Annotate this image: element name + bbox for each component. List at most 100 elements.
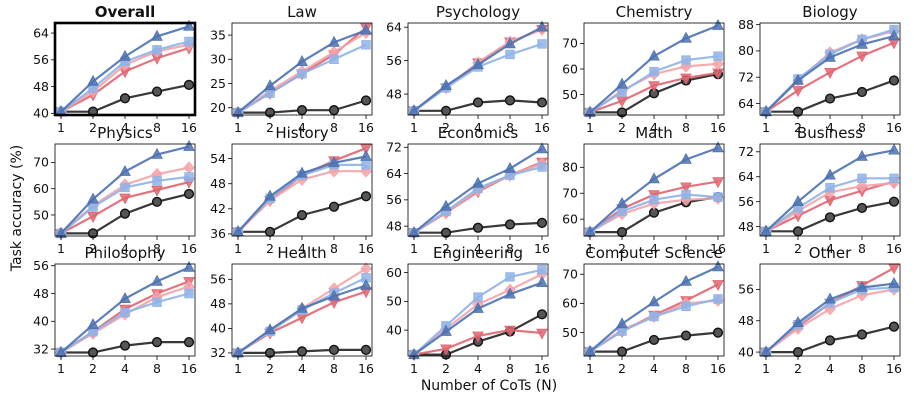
y-tick-label-overall-3: 64 — [33, 25, 49, 40]
x-tick-label-engineering-4: 16 — [534, 361, 550, 376]
y-tick-label-physics-1: 60 — [33, 181, 49, 196]
data-point-overall-4-2 — [119, 93, 131, 104]
data-point-psychology-0-4 — [536, 20, 548, 32]
data-point-history-0-1 — [264, 189, 276, 201]
y-tick-label-history-0: 36 — [210, 226, 226, 241]
data-point-chemistry-3-3 — [680, 73, 692, 85]
data-point-physics-1-2 — [120, 182, 130, 193]
data-point-math-0-1 — [616, 196, 628, 208]
panel-title-business: Business — [797, 124, 863, 142]
data-point-philosophy-0-1 — [87, 318, 99, 330]
x-tick-label-overall-0: 1 — [57, 120, 65, 135]
data-point-law-1-4 — [361, 40, 371, 50]
data-point-chemistry-3-1 — [616, 96, 628, 108]
data-point-computer-science-1-4 — [713, 294, 723, 304]
data-point-computer-science-1-2 — [649, 311, 659, 322]
y-tick-label-health-0: 32 — [210, 345, 226, 360]
x-tick-label-psychology-1: 2 — [442, 120, 450, 135]
data-point-other-0-1 — [792, 316, 804, 328]
y-tick-label-chemistry-1: 60 — [562, 61, 578, 76]
x-tick-label-physics-1: 2 — [89, 241, 97, 256]
data-point-math-0-4 — [712, 141, 724, 153]
x-tick-label-math-3: 8 — [682, 241, 690, 256]
y-tick-label-chemistry-2: 70 — [562, 36, 578, 51]
data-point-philosophy-4-4 — [183, 337, 195, 348]
plot-frame-history — [231, 143, 373, 237]
x-tick-label-law-1: 2 — [266, 120, 274, 135]
panel-title-history: History — [275, 124, 328, 142]
x-tick-label-health-0: 1 — [234, 361, 242, 376]
y-tick-label-psychology-2: 64 — [386, 19, 402, 34]
x-tick-label-biology-1: 2 — [794, 120, 802, 135]
x-tick-label-math-2: 4 — [650, 241, 658, 256]
data-point-law-1-2 — [297, 69, 307, 79]
y-tick-label-math-0: 60 — [562, 211, 578, 226]
x-tick-label-other-0: 1 — [762, 361, 770, 376]
x-tick-label-psychology-4: 16 — [534, 120, 550, 135]
data-point-economics-4-2 — [472, 222, 484, 233]
y-tick-label-law-0: 20 — [210, 100, 226, 115]
data-point-physics-3-1 — [87, 211, 99, 223]
y-tick-label-computer-science-2: 60 — [562, 296, 578, 311]
panel-math: Math 60 70 80 1 2 4 8 16 — [562, 124, 726, 256]
x-tick-label-other-4: 16 — [886, 361, 902, 376]
panel-title-philosophy: Philosophy — [85, 244, 166, 262]
y-tick-label-economics-3: 72 — [386, 140, 402, 155]
data-point-computer-science-1-3 — [681, 301, 691, 312]
data-point-other-4-2 — [824, 335, 836, 346]
y-tick-label-math-2: 80 — [562, 160, 578, 175]
data-point-philosophy-4-3 — [151, 337, 163, 348]
y-tick-label-overall-1: 48 — [33, 79, 49, 94]
panel-title-math: Math — [635, 124, 673, 142]
panel-title-law: Law — [287, 3, 317, 21]
data-point-history-4-2 — [296, 209, 308, 221]
data-point-law-4-2 — [296, 105, 308, 116]
y-tick-label-math-1: 70 — [562, 186, 578, 201]
y-tick-label-biology-1: 72 — [738, 70, 754, 85]
panel-title-other: Other — [809, 244, 852, 262]
x-tick-label-psychology-3: 8 — [506, 120, 514, 135]
data-point-business-1-2 — [825, 182, 835, 193]
y-tick-label-business-1: 56 — [738, 194, 754, 209]
panel-physics: Physics 50 60 70 1 2 4 8 16 — [33, 124, 197, 256]
data-point-engineering-0-1 — [440, 324, 452, 336]
y-tick-label-health-2: 48 — [210, 296, 226, 311]
data-point-computer-science-0-1 — [616, 317, 628, 329]
data-point-chemistry-0-3 — [680, 31, 692, 43]
y-tick-label-philosophy-3: 56 — [33, 258, 49, 273]
data-point-law-4-3 — [328, 105, 340, 116]
x-tick-label-math-4: 16 — [710, 241, 726, 256]
data-point-biology-3-3 — [856, 51, 868, 63]
x-tick-label-overall-4: 16 — [181, 120, 197, 135]
y-tick-label-history-1: 42 — [210, 201, 226, 216]
x-tick-label-overall-3: 8 — [153, 120, 161, 135]
x-tick-label-business-3: 8 — [858, 241, 866, 256]
x-tick-label-economics-2: 4 — [474, 241, 482, 256]
y-tick-label-economics-0: 48 — [386, 218, 402, 233]
y-tick-label-business-2: 64 — [738, 169, 754, 184]
y-tick-label-other-1: 48 — [738, 313, 754, 328]
x-tick-label-computer-science-0: 1 — [586, 361, 594, 376]
data-point-biology-0-1 — [792, 73, 804, 85]
data-point-chemistry-1-4 — [713, 51, 723, 61]
x-tick-label-engineering-1: 2 — [442, 361, 450, 376]
data-point-computer-science-4-4 — [712, 327, 724, 338]
x-tick-label-economics-4: 16 — [534, 241, 550, 256]
panel-title-overall: Overall — [95, 3, 156, 21]
x-tick-label-biology-2: 4 — [826, 120, 834, 135]
data-point-law-4-4 — [360, 95, 372, 106]
data-point-computer-science-4-3 — [680, 330, 692, 341]
x-tick-label-history-0: 1 — [234, 241, 242, 256]
data-point-overall-0-4 — [183, 19, 195, 31]
y-tick-label-biology-0: 64 — [738, 96, 754, 111]
data-point-philosophy-1-4 — [184, 288, 194, 299]
y-tick-label-philosophy-1: 40 — [33, 314, 49, 329]
x-tick-label-history-2: 4 — [298, 241, 306, 256]
data-point-chemistry-0-2 — [648, 49, 660, 61]
x-tick-label-philosophy-3: 8 — [153, 361, 161, 376]
data-point-engineering-3-2 — [472, 331, 484, 343]
data-point-psychology-4-3 — [504, 95, 516, 106]
